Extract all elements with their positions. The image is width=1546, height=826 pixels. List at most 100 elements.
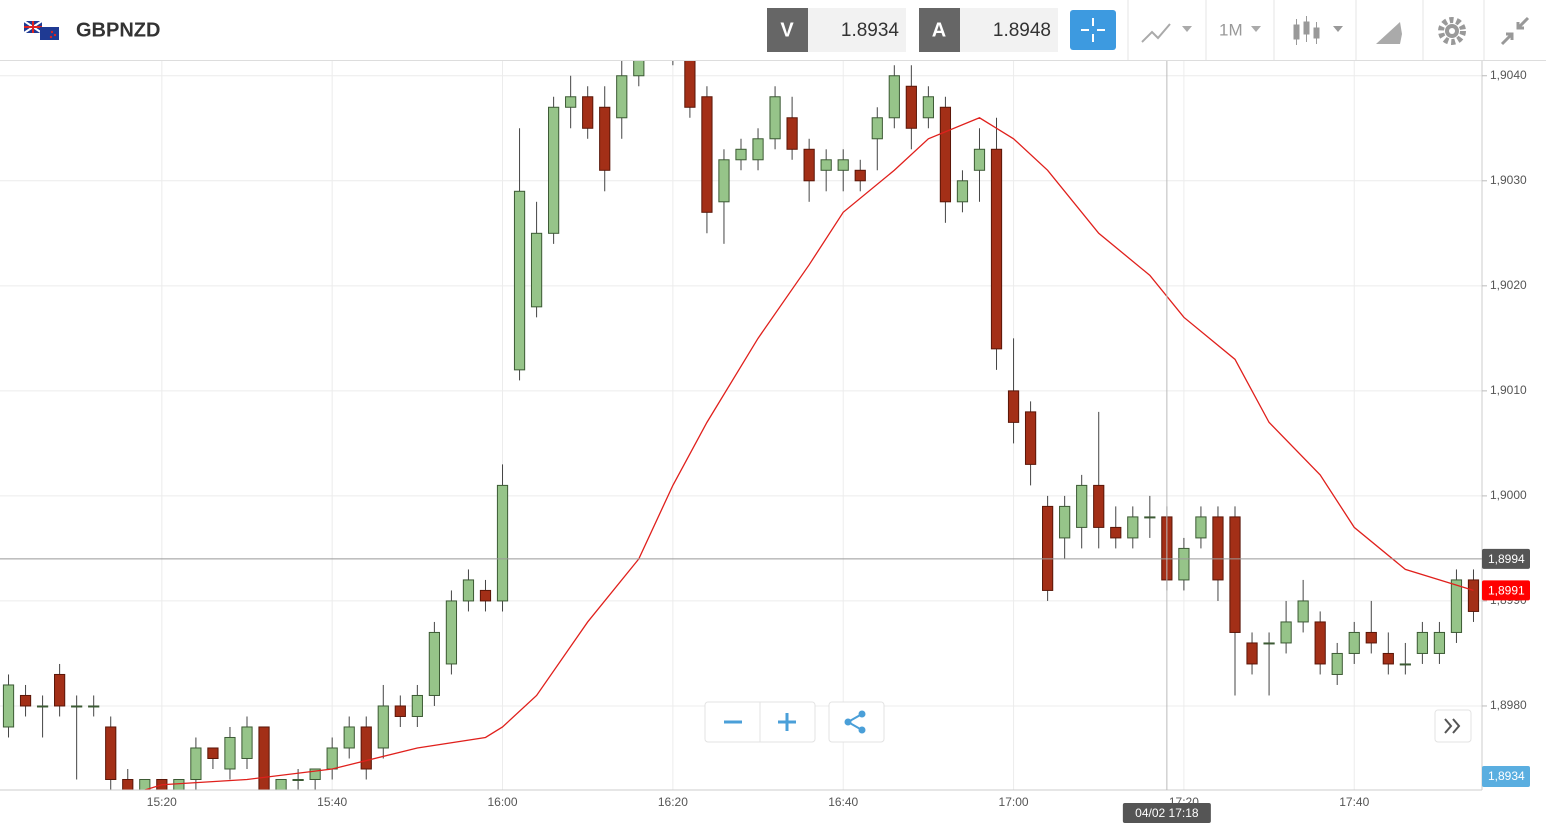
candle-body bbox=[122, 778, 134, 790]
sell-button[interactable] bbox=[767, 8, 808, 52]
zoom-in[interactable] bbox=[778, 713, 796, 731]
grid bbox=[0, 60, 1482, 790]
candle-body bbox=[275, 778, 287, 790]
crosshair-time-label: 04/02 17:18 bbox=[1135, 806, 1199, 820]
x-tick-label: 17:40 bbox=[1339, 795, 1369, 809]
candle-body bbox=[990, 148, 1003, 350]
candle-body bbox=[2, 684, 15, 728]
candle-body bbox=[1178, 547, 1190, 581]
indicators-button[interactable] bbox=[1293, 16, 1343, 45]
candle-body bbox=[1467, 579, 1480, 612]
bid-marker-box bbox=[1482, 766, 1530, 787]
overlay: 1,89801,89901,90001,90101,90201,90301,90… bbox=[0, 60, 1530, 823]
buy-label: A bbox=[932, 19, 946, 41]
candle-body bbox=[871, 117, 883, 140]
candle-body bbox=[173, 778, 185, 790]
moving-average bbox=[144, 117, 1474, 790]
candle-body bbox=[1195, 516, 1207, 539]
candle-body bbox=[1433, 631, 1446, 654]
candle-body bbox=[360, 726, 372, 770]
candle-body bbox=[854, 169, 866, 182]
candle-body bbox=[888, 75, 900, 119]
candle-body bbox=[1144, 516, 1156, 519]
scroll-end-button[interactable] bbox=[1434, 709, 1472, 743]
drawing-button[interactable] bbox=[1376, 22, 1402, 44]
crosshair-button[interactable] bbox=[1070, 10, 1116, 50]
candle-body bbox=[1229, 516, 1241, 633]
x-tick-label: 17:00 bbox=[999, 795, 1029, 809]
candle-body bbox=[394, 705, 406, 717]
candle-body bbox=[241, 726, 253, 759]
share-icon bbox=[844, 710, 866, 734]
candle-body bbox=[1297, 600, 1309, 623]
candle-body bbox=[939, 106, 952, 203]
symbol: GBPNZD bbox=[76, 19, 160, 41]
candle-body bbox=[684, 61, 696, 108]
candle-body bbox=[973, 148, 986, 171]
candle-body bbox=[190, 747, 202, 780]
candle-body bbox=[1093, 484, 1105, 528]
timeframe[interactable]: 1M bbox=[1219, 20, 1243, 39]
candle-body bbox=[54, 673, 66, 707]
candle-body bbox=[922, 96, 934, 119]
candle-body bbox=[752, 138, 764, 161]
y-tick-label: 1,9020 bbox=[1490, 278, 1527, 292]
x-tick-label: 16:40 bbox=[828, 795, 858, 809]
candle-body bbox=[786, 117, 798, 150]
candle-body bbox=[548, 106, 560, 234]
candle-body bbox=[633, 61, 645, 77]
settings-button[interactable] bbox=[1438, 17, 1466, 45]
chart-type-button[interactable] bbox=[1141, 23, 1192, 43]
candle-body bbox=[1007, 390, 1020, 423]
candle-body bbox=[1076, 484, 1088, 528]
collapse-button[interactable] bbox=[1500, 16, 1530, 46]
last-price-label: 1,8991 bbox=[1488, 584, 1525, 598]
candle-body bbox=[616, 75, 628, 119]
crosshair-time-box bbox=[1122, 803, 1211, 823]
zoom-controls bbox=[704, 701, 1472, 743]
candle-body bbox=[1024, 411, 1037, 465]
x-tick-label: 15:40 bbox=[317, 795, 347, 809]
candle-body bbox=[1365, 631, 1377, 644]
candle-body bbox=[1280, 621, 1292, 644]
plot-area bbox=[2, 61, 1480, 790]
candle-body bbox=[343, 726, 355, 749]
y-tick-label: 1,9010 bbox=[1490, 383, 1527, 397]
candle-body bbox=[224, 736, 236, 770]
candle-body bbox=[803, 148, 815, 182]
candle-body bbox=[837, 159, 849, 171]
candle-body bbox=[207, 747, 219, 759]
candle-body bbox=[1059, 505, 1071, 539]
x-tick-label: 16:00 bbox=[488, 795, 518, 809]
candle-body bbox=[462, 579, 475, 602]
candle-body bbox=[1246, 642, 1258, 665]
candle-body bbox=[530, 232, 543, 308]
candle-body bbox=[428, 631, 440, 696]
candle-body bbox=[1042, 505, 1054, 591]
candle-body bbox=[479, 589, 492, 602]
candle-body bbox=[88, 705, 100, 708]
candle-body bbox=[258, 726, 270, 790]
y-tick-label: 1,8980 bbox=[1490, 698, 1527, 712]
candle-body bbox=[718, 159, 730, 203]
candle-body bbox=[905, 85, 917, 129]
timeframe-dropdown[interactable] bbox=[1251, 26, 1261, 32]
candle-body bbox=[513, 190, 526, 371]
sell-price-box[interactable] bbox=[808, 8, 906, 52]
candle-body bbox=[820, 159, 832, 171]
crosshair-price-label: 1,8994 bbox=[1488, 552, 1525, 566]
share-button[interactable] bbox=[828, 701, 885, 743]
buy-button[interactable] bbox=[919, 8, 960, 52]
candle-body bbox=[701, 96, 713, 213]
buy-price-box[interactable] bbox=[960, 8, 1058, 52]
y-tick-label: 1,9030 bbox=[1490, 173, 1527, 187]
sell-label: V bbox=[780, 19, 794, 41]
candle-body bbox=[1331, 652, 1343, 675]
candle-body bbox=[326, 747, 338, 770]
candle-body bbox=[445, 600, 458, 665]
candle-body bbox=[1314, 621, 1326, 665]
candle-body bbox=[1110, 526, 1122, 539]
y-tick-label: 1,9040 bbox=[1490, 68, 1527, 82]
y-tick-label: 1,9000 bbox=[1490, 488, 1527, 502]
